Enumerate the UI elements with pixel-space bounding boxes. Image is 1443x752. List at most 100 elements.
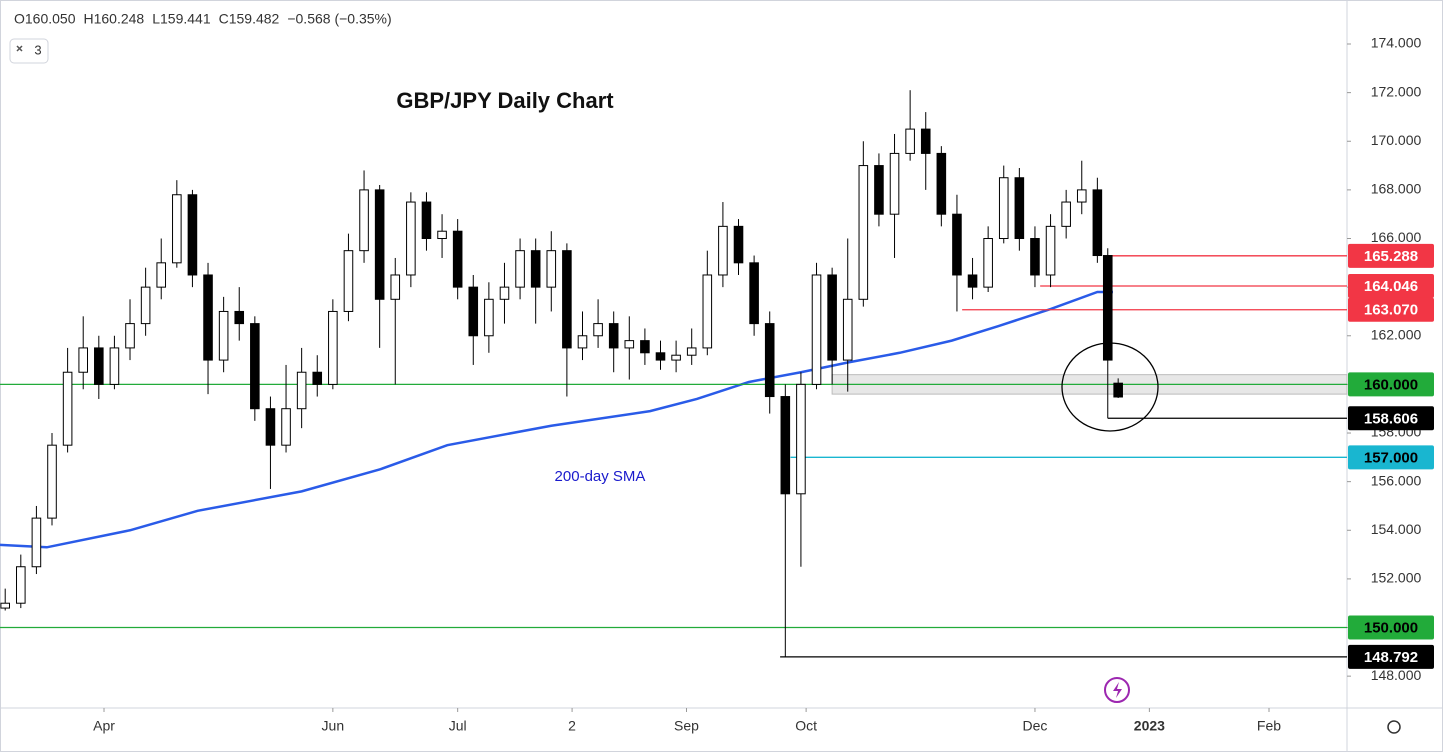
price-label: 165.288 xyxy=(1364,248,1418,265)
candle-body xyxy=(187,194,198,276)
x-tick-label: Dec xyxy=(1023,718,1048,734)
chart-title: GBP/JPY Daily Chart xyxy=(396,88,614,113)
ohlc-value: O160.050 xyxy=(14,11,76,27)
candle-body xyxy=(62,371,73,446)
candle-body xyxy=(936,152,947,215)
x-tick-label: 2023 xyxy=(1134,718,1165,734)
candle-body xyxy=(406,201,416,276)
candle-body xyxy=(530,250,541,288)
candle-body xyxy=(296,371,307,410)
price-label: 163.070 xyxy=(1364,302,1418,319)
candle-body xyxy=(515,250,525,288)
candle-body xyxy=(78,347,89,373)
candle-body xyxy=(328,310,338,385)
interval-label: 3 xyxy=(34,42,41,57)
candle-body xyxy=(655,352,666,361)
candle-body xyxy=(265,408,276,446)
candle-body xyxy=(499,286,510,300)
candle-body xyxy=(468,286,479,337)
candle-body xyxy=(686,347,697,356)
candle-body xyxy=(952,213,962,276)
x-tick-label: Jun xyxy=(322,718,345,734)
candle-body xyxy=(109,347,120,385)
candle-body xyxy=(983,238,993,288)
candle-body xyxy=(172,194,182,264)
x-tick-label: Feb xyxy=(1257,718,1281,734)
candle-body xyxy=(1030,238,1040,276)
candle-body xyxy=(967,274,978,288)
ohlc-value: L159.441 xyxy=(152,11,211,27)
candle-body xyxy=(94,347,104,385)
candle-body xyxy=(671,354,681,361)
candle-body xyxy=(0,602,10,609)
candle-body xyxy=(1092,189,1103,257)
x-tick-label: Oct xyxy=(795,718,817,734)
candle-body xyxy=(546,250,557,288)
candle-body xyxy=(593,323,603,337)
y-tick-label: 162.000 xyxy=(1371,326,1422,342)
candle-body xyxy=(905,128,915,154)
candle-body xyxy=(608,323,619,349)
candle-body xyxy=(218,310,229,361)
settings-icon[interactable] xyxy=(1387,720,1401,734)
plot: 200-day SMA xyxy=(0,90,1348,658)
y-tick-label: 174.000 xyxy=(1371,35,1422,51)
y-tick-label: 156.000 xyxy=(1371,472,1422,488)
candle-body xyxy=(312,371,323,385)
price-label: 148.792 xyxy=(1364,649,1418,666)
candle-body xyxy=(998,177,1009,240)
price-label: 150.000 xyxy=(1364,619,1418,636)
candle-body xyxy=(156,262,167,288)
x-tick-label: Jul xyxy=(449,718,467,734)
price-label-box xyxy=(1348,445,1434,470)
candle-body xyxy=(16,566,26,604)
candle-body xyxy=(577,335,588,349)
candle-body xyxy=(203,274,213,361)
y-tick-label: 168.000 xyxy=(1371,181,1422,197)
candle-body xyxy=(624,340,635,349)
ohlc-value: H160.248 xyxy=(84,11,145,27)
candle-body xyxy=(780,396,791,495)
candle-body xyxy=(827,274,837,361)
candle-body xyxy=(562,250,572,349)
y-tick-label: 154.000 xyxy=(1371,521,1422,537)
candle-body xyxy=(374,189,385,300)
price-label-box xyxy=(1348,406,1434,431)
candle-body xyxy=(874,165,884,215)
price-label: 157.000 xyxy=(1364,449,1418,466)
candle-body xyxy=(1102,255,1113,361)
event-icon[interactable] xyxy=(1104,677,1130,703)
candle-body xyxy=(234,310,245,325)
candle-body xyxy=(140,286,151,325)
price-label: 160.000 xyxy=(1364,376,1418,393)
candle-body xyxy=(640,340,650,354)
axis: 148.000150.000152.000154.000156.000158.0… xyxy=(93,35,1434,734)
y-tick-label: 152.000 xyxy=(1371,570,1422,586)
candle-body xyxy=(1061,201,1071,227)
candle-body xyxy=(749,262,759,325)
candle-body xyxy=(359,189,369,252)
y-tick-label: 170.000 xyxy=(1371,132,1422,148)
x-tick-label: 2 xyxy=(568,718,576,734)
candle-body xyxy=(484,298,494,337)
candle-body xyxy=(733,225,744,264)
event-bolt xyxy=(1113,682,1122,698)
price-label-box xyxy=(1348,274,1434,299)
price-label: 158.606 xyxy=(1364,410,1418,427)
sma-line xyxy=(0,290,1113,549)
candle-body xyxy=(343,250,354,312)
candle-body xyxy=(47,444,57,519)
y-tick-label: 148.000 xyxy=(1371,667,1422,683)
header: O160.050 H160.248 L159.441 C159.482 −0.568 (… xyxy=(14,11,392,27)
interval-button[interactable] xyxy=(9,38,49,64)
candle-body xyxy=(1014,177,1025,240)
candle-body xyxy=(1076,189,1087,203)
ohlc-value: −0.568 (−0.35%) xyxy=(287,11,391,27)
price-label: 164.046 xyxy=(1364,278,1418,295)
candle-body xyxy=(281,408,291,446)
candle-body xyxy=(889,152,900,215)
candle-body xyxy=(811,274,822,385)
